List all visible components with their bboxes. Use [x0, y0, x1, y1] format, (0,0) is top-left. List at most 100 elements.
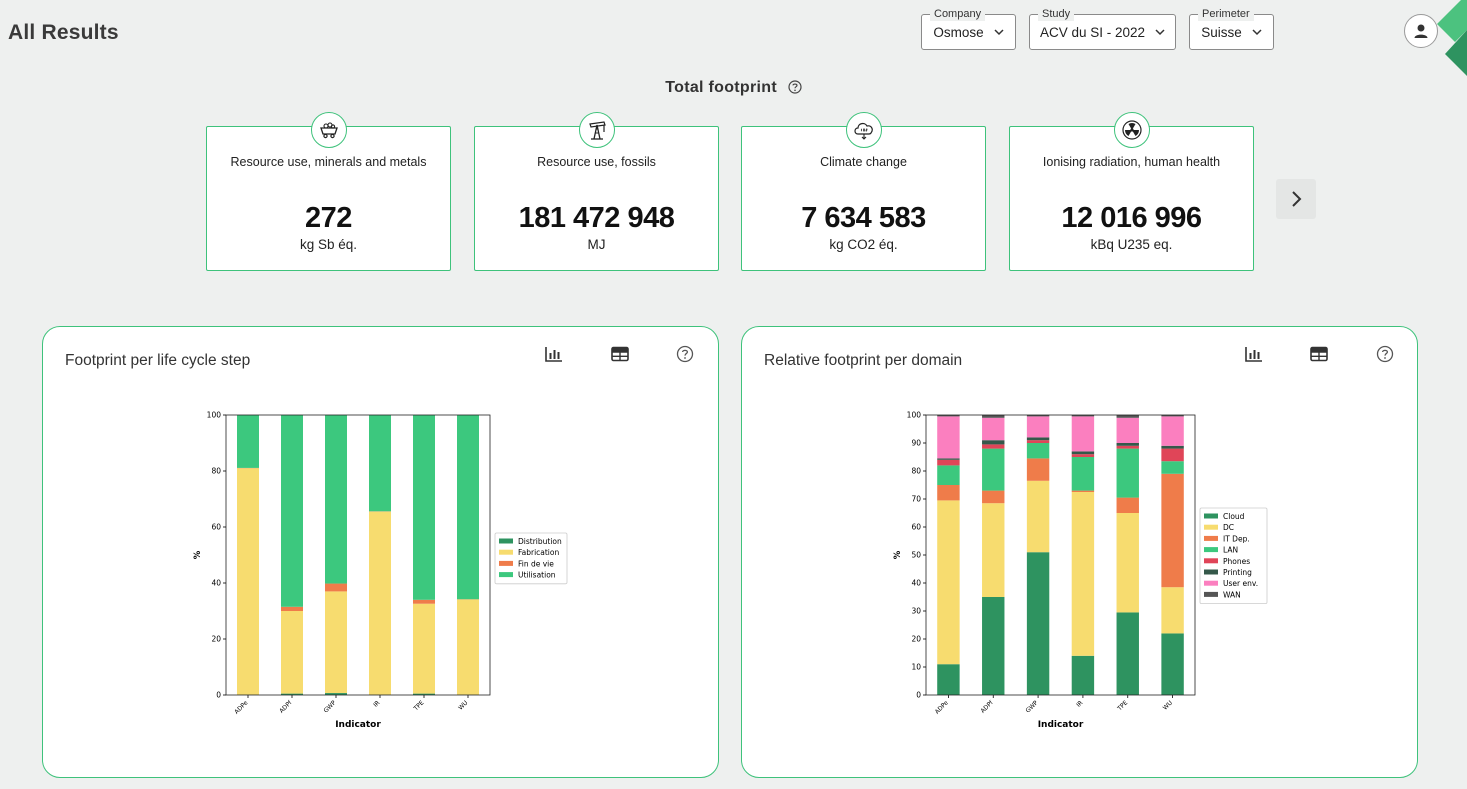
bar-segment: [1026, 458, 1050, 481]
bar-segment: [1071, 415, 1095, 417]
legend-swatch: [1204, 524, 1218, 530]
user-icon: [1414, 24, 1428, 38]
y-tick-label: 80: [211, 467, 221, 476]
legend-label: Phones: [1223, 557, 1250, 566]
legend-swatch: [499, 572, 513, 578]
y-tick-label: 40: [911, 579, 921, 588]
bar-segment: [1116, 443, 1139, 446]
co2-cloud-icon: [853, 122, 873, 140]
x-tick-label: IR: [1075, 699, 1084, 708]
x-tick-label: ADPe: [233, 699, 249, 715]
x-tick-label: ADPf: [979, 699, 995, 715]
x-tick-label: WU: [1162, 699, 1174, 711]
panel-help-button[interactable]: [1375, 344, 1395, 364]
bar-segment: [281, 415, 303, 607]
bar-segment: [1071, 655, 1095, 695]
legend-label: Printing: [1223, 568, 1252, 577]
bar-segment: [1026, 480, 1050, 553]
bar-segment: [237, 415, 259, 468]
bar-segment: [982, 417, 1005, 441]
table-view-button[interactable]: [1309, 344, 1329, 364]
legend-swatch: [1204, 569, 1218, 575]
study-select[interactable]: Study ACV du SI - 2022: [1029, 7, 1176, 50]
legend-swatch: [499, 549, 513, 555]
y-tick-label: 100: [207, 411, 222, 420]
panel-life-cycle-step: Footprint per life cycle step ADPe ADPf GW…: [42, 326, 719, 778]
table-view-button[interactable]: [610, 344, 630, 364]
bar-segment: [1116, 513, 1139, 613]
plot-frame: [925, 414, 1196, 696]
panel-title: Relative footprint per domain: [764, 352, 963, 369]
legend-swatch: [1204, 558, 1218, 564]
y-tick-label: 60: [911, 523, 921, 532]
bar-segment: [982, 503, 1005, 597]
table-icon: [1310, 346, 1328, 362]
kpi-name: Resource use, fossils: [537, 155, 656, 169]
bar-segment: [982, 490, 1005, 504]
bar-segment: [1116, 417, 1139, 443]
legend-swatch: [1204, 513, 1218, 519]
bar-segment: [1161, 448, 1184, 462]
radiation-icon: [1121, 120, 1142, 140]
company-select[interactable]: Company Osmose: [921, 7, 1016, 50]
y-tick-label: 10: [911, 663, 921, 672]
bar-segment: [1116, 497, 1139, 513]
legend-label: User env.: [1223, 579, 1258, 588]
panel-help-button[interactable]: [675, 344, 695, 364]
y-tick-label: 30: [911, 607, 921, 616]
perimeter-select-label: Perimeter: [1198, 7, 1254, 21]
user-avatar-button[interactable]: [1404, 14, 1438, 48]
bar-segment: [937, 415, 960, 417]
x-tick-label: IR: [372, 699, 381, 708]
y-tick-label: 40: [211, 579, 221, 588]
table-icon: [611, 346, 629, 362]
bar-segment: [1116, 612, 1139, 695]
bar-segment: [982, 448, 1005, 491]
perimeter-select-value: Suisse: [1201, 24, 1242, 40]
help-icon[interactable]: [788, 80, 802, 94]
chart-view-button[interactable]: [1244, 344, 1264, 364]
y-tick-label: 90: [911, 439, 921, 448]
legend-swatch: [1204, 580, 1218, 586]
x-tick-label: ADPf: [278, 699, 294, 715]
y-tick-label: 0: [916, 691, 921, 700]
y-tick-label: 20: [911, 635, 921, 644]
bar-segment: [982, 444, 1005, 449]
bar-segment: [457, 599, 479, 695]
bar-segment: [1026, 443, 1050, 459]
bar-segment: [1161, 416, 1184, 446]
bar-segment: [1071, 416, 1095, 452]
kpi-name: Ionising radiation, human health: [1042, 155, 1221, 169]
bar-segment: [457, 415, 479, 600]
total-footprint-title: Total footprint: [0, 79, 1467, 97]
x-axis-label: Indicator: [1038, 720, 1084, 730]
legend-label: LAN: [1223, 546, 1238, 555]
company-select-label: Company: [930, 7, 986, 21]
kpi-card-climate-change: Climate change 7 634 583 kg CO2 éq.: [741, 112, 986, 271]
y-tick-label: 70: [911, 495, 921, 504]
perimeter-select[interactable]: Perimeter Suisse: [1189, 7, 1274, 50]
bar-segment: [1161, 633, 1184, 695]
bar-segment: [982, 440, 1005, 445]
x-tick-label: TPE: [1116, 699, 1130, 713]
kpi-card-ionising-radiation: Ionising radiation, human health 12 016 …: [1009, 112, 1254, 271]
oil-pump-icon-wrap: [578, 112, 615, 148]
kpi-unit: kg CO2 éq.: [829, 237, 898, 252]
bar-segment: [1116, 415, 1139, 418]
bar-segment: [1026, 437, 1050, 441]
bar-segment: [325, 583, 347, 592]
bar-segment: [1071, 490, 1095, 492]
study-select-value: ACV du SI - 2022: [1039, 24, 1146, 40]
oil-pump-icon: [588, 121, 606, 140]
carousel-next-button[interactable]: [1276, 179, 1316, 219]
kpi-value: 12 016 996: [1061, 202, 1202, 234]
bar-segment: [1161, 445, 1184, 449]
chart-view-button[interactable]: [544, 344, 564, 364]
bar-segment: [281, 606, 303, 611]
bar-segment: [1071, 451, 1095, 455]
kpi-card-fossils: Resource use, fossils 181 472 948 MJ: [474, 112, 719, 271]
bar-segment: [937, 459, 960, 466]
bar-segment: [1116, 445, 1139, 449]
co2-cloud-icon-wrap: [845, 112, 882, 148]
x-tick-label: ADPe: [934, 699, 950, 715]
